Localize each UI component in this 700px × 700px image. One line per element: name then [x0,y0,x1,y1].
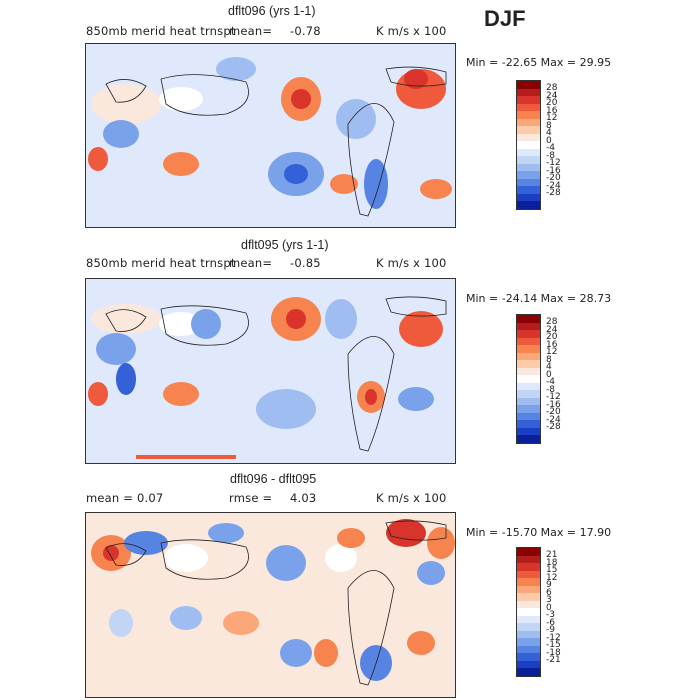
cbar-label: 0 [546,602,552,613]
cbar-label: 9 [546,580,552,590]
cbar-label: 24 [546,90,558,101]
cbar-label: 12 [546,113,558,123]
cbar-label: 28 [546,317,558,327]
cbar-label: -28 [546,188,561,198]
cbar-label: -16 [546,399,561,410]
cbar-label: -4 [546,143,555,153]
cbar-label: 24 [546,324,558,335]
panel-3-colorbar-labels: 21 18 15 12 9 6 3 0 -3 -6 -9 -12 -15 -18… [546,551,586,664]
cbar-label: 21 [546,550,558,560]
cbar-label: 18 [546,557,558,568]
panel-2-stat-value: -0.85 [290,256,321,270]
cbar-label: 20 [546,98,558,108]
panel-2-stat-label: mean= [229,256,273,270]
cbar-label: -6 [546,617,555,628]
cbar-label: -15 [546,640,561,650]
cbar-label: 6 [546,587,552,598]
panel-3-mean-label: mean = 0.07 [86,491,164,505]
panel-1-colorbar [516,80,541,210]
panel-2-colorbar-labels: 28 24 20 16 12 8 4 0 -4 -8 -12 -16 -20 -… [546,318,586,431]
cbar-label: -12 [546,158,561,168]
cbar-label: 15 [546,565,558,575]
cbar-label: 8 [546,120,552,131]
cbar-label: 8 [546,354,552,365]
panel-1-title: dflt096 (yrs 1-1) [228,4,316,18]
panel-2-units: K m/s x 100 [376,256,447,270]
cbar-label: -12 [546,392,561,402]
cbar-label: 3 [546,595,552,605]
panel-1-stat-label: mean= [229,24,273,38]
cbar-label: -4 [546,377,555,387]
cbar-label: 4 [546,362,552,372]
cbar-label: -9 [546,625,555,635]
cbar-label: -28 [546,422,561,432]
panel-2-colorbar [516,314,541,444]
panel-3-map [85,512,456,698]
panel-3-stat-value: 4.03 [290,491,317,505]
cbar-label: -21 [546,655,561,665]
panel-3-min-max: Min = -15.70 Max = 17.90 [466,526,612,539]
cbar-label: 12 [546,572,558,583]
cbar-label: -18 [546,647,561,658]
panel-3-stat-label: rmse = [229,491,273,505]
panel-1-min-max: Min = -22.65 Max = 29.95 [466,56,612,69]
panel-1-variable-label: 850mb merid heat trnspt [86,24,236,38]
cbar-label: -24 [546,414,561,425]
season-label: DJF [484,6,526,31]
cbar-label: 28 [546,83,558,93]
panel-2-min-max: Min = -24.14 Max = 28.73 [466,292,612,305]
cbar-label: 0 [546,369,552,380]
cbar-label: -16 [546,165,561,176]
panel-1-map [85,43,456,228]
cbar-label: -24 [546,180,561,191]
cbar-label: 16 [546,339,558,350]
cbar-label: 16 [546,105,558,116]
cbar-label: 0 [546,135,552,146]
panel-1-colorbar-labels: 28 24 20 16 12 8 4 0 -4 -8 -12 -16 -20 -… [546,84,586,197]
cbar-label: -8 [546,150,555,161]
cbar-label: -3 [546,610,555,620]
panel-1-stat-value: -0.78 [290,24,321,38]
panel-2-variable-label: 850mb merid heat trnspt [86,256,236,270]
cbar-label: -20 [546,407,561,417]
cbar-label: 20 [546,332,558,342]
cbar-label: -8 [546,384,555,395]
cbar-label: 12 [546,347,558,357]
panel-1-units: K m/s x 100 [376,24,447,38]
cbar-label: -12 [546,632,561,643]
cbar-label: 4 [546,128,552,138]
cbar-label: -20 [546,173,561,183]
panel-3-title: dflt096 - dflt095 [230,472,317,486]
panel-3-units: K m/s x 100 [376,491,447,505]
panel-2-title: dflt095 (yrs 1-1) [241,238,329,252]
panel-2-map [85,278,456,464]
panel-3-colorbar [516,547,541,677]
